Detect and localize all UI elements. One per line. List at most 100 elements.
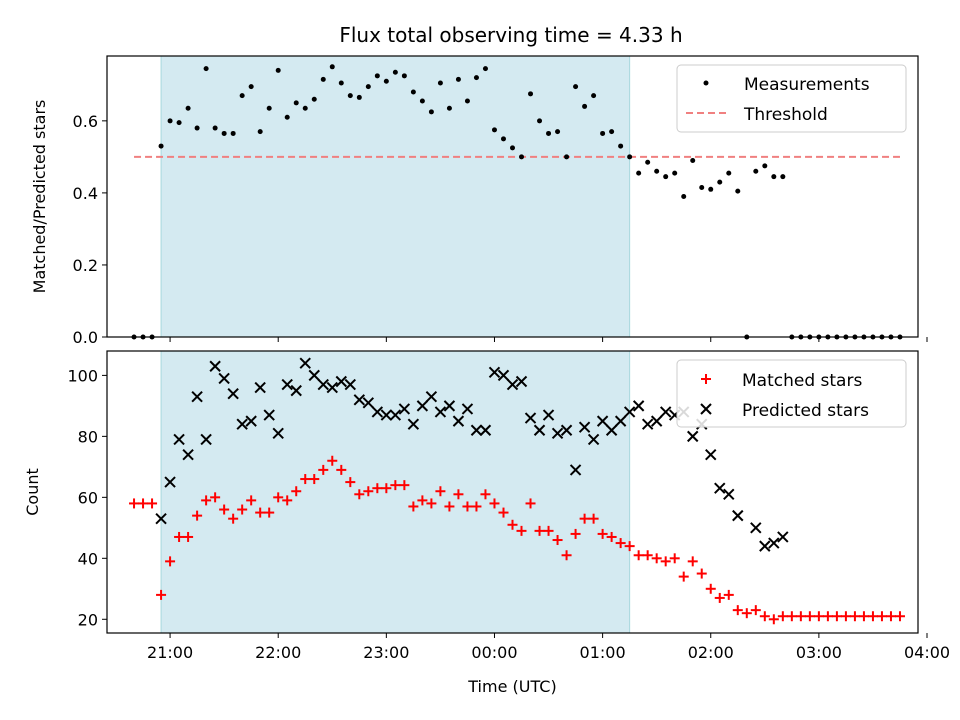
matched-star-point xyxy=(894,611,905,622)
predicted-star-point xyxy=(659,406,672,418)
matched-star-point xyxy=(813,611,824,622)
predicted-star-point xyxy=(596,415,609,427)
predicted-star-point xyxy=(191,391,203,403)
predicted-star-point xyxy=(209,360,221,372)
matched-star-point xyxy=(714,592,725,603)
matched-star-point xyxy=(471,501,482,512)
counts-y-axis-label: Count xyxy=(23,468,42,516)
matched-star-point xyxy=(822,611,833,622)
matched-star-point xyxy=(804,611,815,622)
measurement-point xyxy=(176,120,182,126)
measurement-point xyxy=(203,66,209,72)
matched-star-point xyxy=(309,474,320,485)
predicted-star-point xyxy=(344,378,357,391)
predicted-star-point xyxy=(353,394,366,406)
matched-star-point xyxy=(642,550,653,561)
matched-star-point xyxy=(597,528,608,539)
matched-star-point xyxy=(750,605,761,616)
counts-x-tick-label: 04:00 xyxy=(904,643,950,662)
matched-star-point xyxy=(246,495,257,506)
measurements-plot-area xyxy=(131,64,903,340)
matched-star-point xyxy=(786,611,797,622)
measurement-point xyxy=(365,84,371,90)
observing-window-shade xyxy=(160,55,631,338)
predicted-star-point xyxy=(524,412,537,424)
matched-star-point xyxy=(426,498,437,509)
matched-star-point xyxy=(858,611,869,622)
matched-star-point xyxy=(885,611,896,622)
measurement-point xyxy=(275,67,281,73)
predicted-star-point xyxy=(569,464,582,476)
matched-star-point xyxy=(228,513,239,524)
measurements-axes-frame xyxy=(106,55,919,338)
measurement-point xyxy=(374,73,380,79)
matched-star-point xyxy=(363,486,374,497)
predicted-star-point xyxy=(362,397,375,409)
matched-star-point xyxy=(831,611,842,622)
predicted-star-point xyxy=(777,531,789,543)
predicted-star-point xyxy=(227,387,239,400)
predicted-star-point xyxy=(389,409,402,421)
matched-star-point xyxy=(210,492,221,503)
measurements-y-axis-label: Matched/Predicted stars xyxy=(30,100,49,294)
measurement-point xyxy=(735,188,741,194)
matched-star-point xyxy=(345,477,356,488)
measurements-x-ticks xyxy=(169,337,928,342)
measurement-point xyxy=(491,127,497,133)
matched-star-point xyxy=(453,489,464,500)
measurement-point xyxy=(194,125,200,131)
counts-x-tick-label: 02:00 xyxy=(688,643,734,662)
matched-star-point xyxy=(489,498,500,509)
predicted-star-point xyxy=(425,391,438,403)
predicted-star-point xyxy=(506,378,519,391)
measurement-point xyxy=(302,105,308,111)
measurement-point xyxy=(212,125,218,131)
matched-star-point xyxy=(318,464,329,475)
predicted-star-point xyxy=(416,400,429,412)
matched-star-point xyxy=(633,550,644,561)
matched-star-point xyxy=(255,507,266,518)
counts-x-ticks: 21:00 22:00 23:00 00:00 01:00 02:00 03:00 04:00 xyxy=(147,633,950,662)
matched-star-point xyxy=(741,608,752,619)
measurement-point xyxy=(284,114,290,120)
measurement-point xyxy=(726,170,732,176)
matched-star-point xyxy=(219,504,230,515)
predicted-star-point xyxy=(443,400,456,412)
predicted-star-point xyxy=(200,433,212,446)
measurement-point xyxy=(266,105,272,111)
measurements-y-tick-label: 0.0 xyxy=(73,328,98,347)
matched-star-point xyxy=(408,501,419,512)
counts-x-tick-label: 01:00 xyxy=(580,643,626,662)
measurement-point xyxy=(609,129,615,135)
predicted-star-point xyxy=(335,375,347,388)
predicted-star-point xyxy=(326,381,338,394)
matched-star-point xyxy=(534,525,545,536)
counts-y-tick-label: 40 xyxy=(78,549,98,568)
threshold-legend-label: Threshold xyxy=(743,105,828,125)
predicted-star-point xyxy=(723,488,735,500)
matched-star-point xyxy=(876,611,887,622)
measurement-point xyxy=(663,174,669,180)
predicted-star-point xyxy=(236,418,248,430)
measurement-point xyxy=(320,76,326,82)
measurement-point xyxy=(464,98,470,104)
measurement-point xyxy=(564,154,570,160)
matched-star-point xyxy=(552,535,563,546)
measurement-point xyxy=(627,154,633,160)
predicted-star-point xyxy=(470,424,483,436)
predicted-star-point xyxy=(515,375,528,388)
measurement-point xyxy=(482,66,488,72)
matched-star-point xyxy=(201,495,212,506)
matched-star-point xyxy=(399,480,410,491)
matched-star-point xyxy=(417,495,428,506)
matched-star-point xyxy=(705,583,716,594)
measurement-point xyxy=(546,130,552,136)
matched-star-point xyxy=(192,510,203,521)
measurements-legend: Measurements Threshold xyxy=(676,64,907,133)
matched-star-point xyxy=(237,504,248,515)
matched-star-point xyxy=(462,501,473,512)
measurements-y-ticks: 0.0 0.2 0.4 0.6 xyxy=(73,112,107,347)
measurement-point xyxy=(347,93,353,99)
measurement-point xyxy=(311,96,317,102)
predicted-star-point xyxy=(551,427,564,440)
